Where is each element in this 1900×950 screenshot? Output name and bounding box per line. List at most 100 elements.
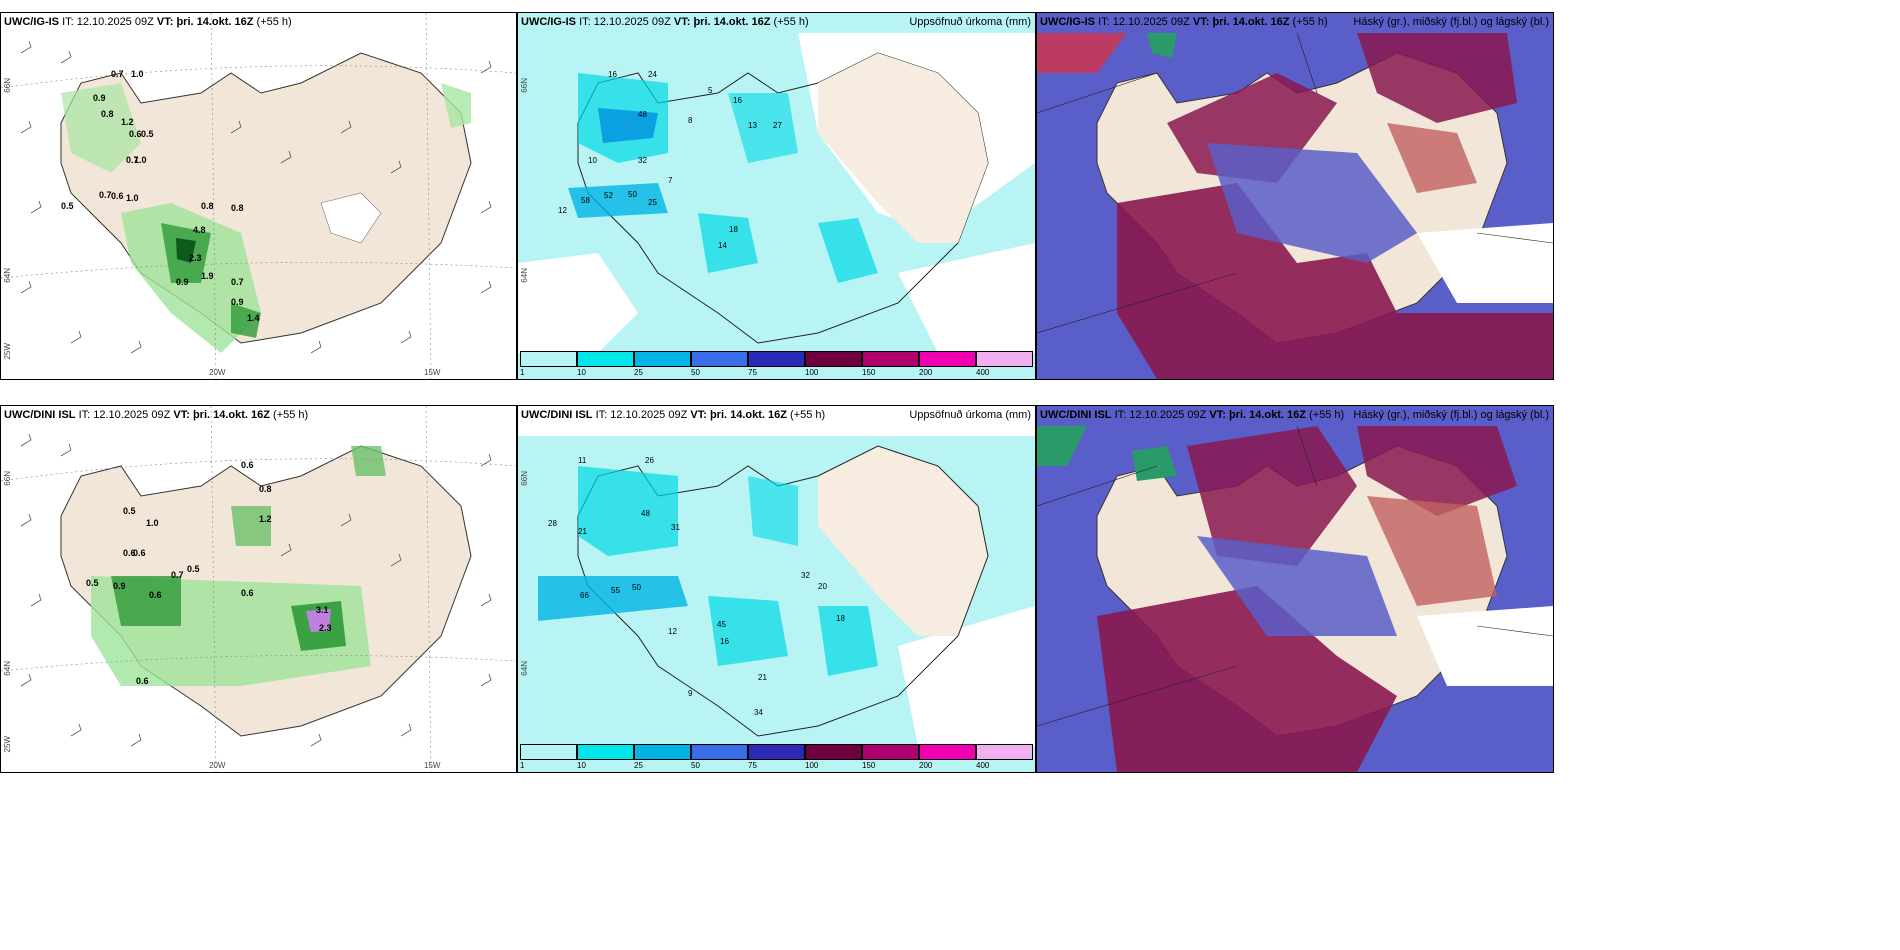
value-label: 28 [548,519,557,528]
value-label: 0.5 [187,564,200,574]
value-label: 66 [580,591,589,600]
wind-barbs [20,40,492,354]
colorbar-swatch [862,744,919,760]
value-label: 0.6 [149,590,162,600]
colorbar-swatch [577,744,634,760]
value-label: 16 [608,70,617,79]
colorbar-tick: 10 [577,368,586,377]
colorbar-swatch [691,744,748,760]
header-p6: UWC/DINI ISL IT: 12.10.2025 09Z VT: þri.… [1040,409,1345,421]
value-label: 0.6 [241,460,254,470]
value-label: 10 [588,156,597,165]
value-label: 0.9 [113,581,126,591]
colorbar-tick: 100 [805,761,819,770]
value-label: 48 [638,110,647,119]
colorbar-swatch [805,744,862,760]
colorbar-swatch [691,351,748,367]
value-label: 48 [641,509,650,518]
value-label: 0.8 [101,109,114,119]
value-label: 12 [668,627,677,636]
header-p3: UWC/IG-IS IT: 12.10.2025 09Z VT: þri. 14… [1040,16,1328,28]
colorbar-tick: 10 [577,761,586,770]
colorbar-swatch [634,351,691,367]
map-igis-wind: 0.7 1.00.90.81.20.6 0.50.71.00.6 1.00.84.82… [1,13,516,379]
value-label: 0.6 [123,548,136,558]
colorbar-tick: 1 [520,368,525,377]
value-label: 0.8 [231,203,244,213]
value-label: 0.7 [111,69,124,79]
value-label: 25 [648,198,657,207]
lat-label-66n-p4: 66N [3,471,12,486]
value-label: 0.5 [61,201,74,211]
title-p5: Uppsöfnuð úrkoma (mm) [909,409,1031,421]
colorbar-swatch [976,351,1033,367]
value-label: 2.3 [319,623,332,633]
value-label: 0.7 [99,190,112,200]
title-p6: Háský (gr.), miðský (fj.bl.) og lágský (… [1353,409,1549,421]
colorbar-swatch [520,744,577,760]
value-label: 14 [718,241,727,250]
value-label: 52 [604,191,613,200]
colorbar-tick: 150 [862,368,876,377]
colorbar-tick: 25 [634,368,643,377]
header-p4: UWC/DINI ISL IT: 12.10.2025 09Z VT: þri.… [4,409,309,421]
panel-dini-wind-precip: 0.6 0.5 1.0 0.6 0.7 0.6 1.2 0.8 0.9 0.5 0.6 0.6 0.5 3… [0,405,517,773]
value-label: 1.4 [247,313,260,323]
lon-label-15w-p4: 15W [424,761,441,770]
colorbar-swatch [520,351,577,367]
title-p3: Háský (gr.), miðský (fj.bl.) og lágský (… [1353,16,1549,28]
colorbar-swatch [577,351,634,367]
colorbar-tick: 400 [976,368,990,377]
lat-label-64n: 64N [3,268,12,283]
value-label: 0.6 [241,588,254,598]
colorbar-tick: 75 [748,368,757,377]
value-label: 34 [754,708,763,717]
value-label: 0.5 [123,506,136,516]
lat-label-64n-p2: 64N [520,268,529,283]
header-p2: UWC/IG-IS IT: 12.10.2025 09Z VT: þri. 14… [521,16,809,28]
value-label: 0.7 [171,570,184,580]
value-label: 21 [578,527,587,536]
colorbar-tick: 50 [691,368,700,377]
colorbar-swatch [634,744,691,760]
map-dini-wind: 0.60.51.00.60.70.61.20.80.90.50.60.60.53… [1,406,516,772]
colorbar-tick: 400 [976,761,990,770]
panel-igis-accum-precip: 16 24 32 48 58 52 50 25 18 14 13 27 16 8 5 7 10 12 UWC/IG… [517,12,1036,380]
colorbar-tick: 75 [748,761,757,770]
value-label: 20 [818,582,827,591]
map-dini-clouds [1037,406,1553,772]
value-label: 1.0 [126,193,139,203]
panel-dini-clouds: UWC/DINI ISL IT: 12.10.2025 09Z VT: þri.… [1036,405,1554,773]
value-label: 2.3 [189,253,202,263]
value-label: 58 [581,196,590,205]
value-label: 0.5 [141,129,154,139]
colorbar-tick: 25 [634,761,643,770]
colorbar-tick: 150 [862,761,876,770]
lon-label-20w-p4: 20W [209,761,226,770]
map-dini-precip: 11 26 48 31 21 28 66 55 50 45 32 20 18 21 34 16 12 9 [518,406,1035,772]
value-label: 1.2 [121,117,134,127]
lon-label-20w: 20W [209,368,226,377]
value-label: 0.7 [231,277,244,287]
value-label: 13 [748,121,757,130]
value-label: 3.1 [316,605,329,615]
value-label: 26 [645,456,654,465]
colorbar-tick: 200 [919,368,933,377]
lat-label-64n-p5: 64N [520,661,529,676]
value-label: 24 [648,70,657,79]
colorbar-swatch [862,351,919,367]
lat-label-66n-p2: 66N [520,78,529,93]
colorbar-p2: 1 10 25 50 75 100 150 200 400 [520,351,1033,377]
value-label: 0.9 [176,277,189,287]
value-label: 0.9 [231,297,244,307]
value-label: 1.0 [131,69,144,79]
value-label: 18 [729,225,738,234]
value-label: 12 [558,206,567,215]
value-label: 0.8 [201,201,214,211]
panel-dini-accum-precip: 11 26 48 31 21 28 66 55 50 45 32 20 18 21 34 16 12 9 UWC/… [517,405,1036,773]
panel-igis-clouds: UWC/IG-IS IT: 12.10.2025 09Z VT: þri. 14… [1036,12,1554,380]
value-label: 18 [836,614,845,623]
lon-label-25w: 25W [3,343,12,360]
value-label: 16 [720,637,729,646]
